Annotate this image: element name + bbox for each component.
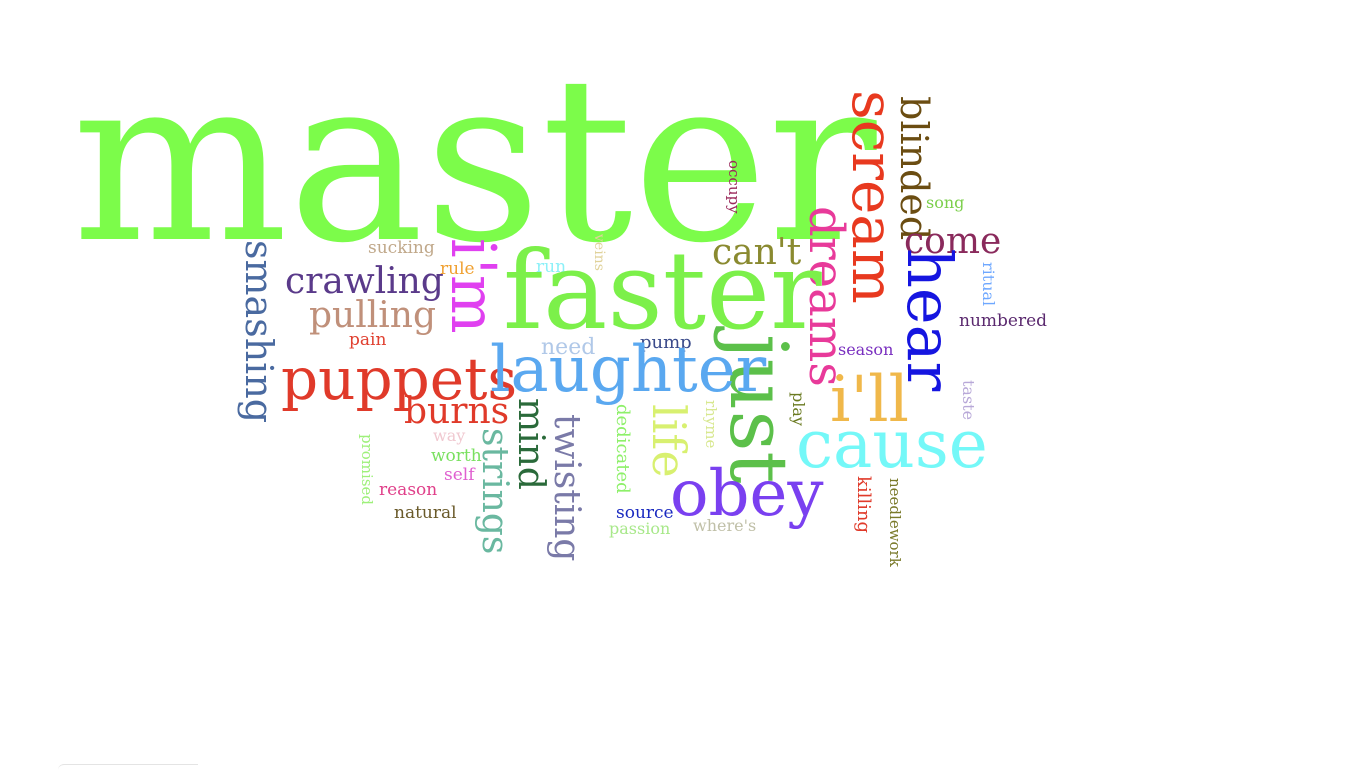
word-season[interactable]: season [838,340,894,359]
word-way[interactable]: way [433,426,466,445]
word-worth[interactable]: worth [431,446,482,466]
word-obey[interactable]: obey [670,457,824,531]
word-promised[interactable]: promised [358,434,376,506]
word-ill[interactable]: i'll [830,363,909,437]
word-self[interactable]: self [444,465,475,485]
word-come[interactable]: come [904,221,1002,262]
word-burns[interactable]: burns [404,391,510,432]
word-killing[interactable]: killing [853,476,874,534]
word-im[interactable]: i'm [437,238,510,334]
word-song[interactable]: song [926,193,965,212]
word-faster[interactable]: faster [503,229,822,354]
word-ritual[interactable]: ritual [979,262,998,307]
word-wheres[interactable]: where's [693,516,757,535]
word-rule[interactable]: rule [440,259,475,279]
word-twisting[interactable]: twisting [546,414,587,562]
word-needlework[interactable]: needlework [886,478,904,567]
word-mind[interactable]: mind [510,398,551,490]
word-numbered[interactable]: numbered [959,311,1048,331]
word-smashing[interactable]: smashing [237,240,281,424]
word-puppets[interactable]: puppets [281,345,518,413]
word-master[interactable]: master [72,27,877,293]
word-blinded[interactable]: blinded [892,96,936,241]
word-occupy[interactable]: occupy [725,160,743,214]
word-run[interactable]: run [536,257,567,277]
word-cause[interactable]: cause [796,406,988,483]
word-rhyme[interactable]: rhyme [702,400,720,449]
word-sucking[interactable]: sucking [368,238,435,258]
word-passion[interactable]: passion [609,519,671,538]
word-strings[interactable]: strings [474,428,515,555]
word-pulling[interactable]: pulling [309,295,437,336]
footer-edge [58,764,198,771]
word-pump[interactable]: pump [640,332,692,353]
word-crawling[interactable]: crawling [285,261,444,302]
word-pain[interactable]: pain [349,330,387,350]
word-reason[interactable]: reason [379,480,438,500]
word-source[interactable]: source [616,503,674,523]
word-dedicated[interactable]: dedicated [612,404,633,494]
word-laughter[interactable]: laughter [490,333,767,407]
word-need[interactable]: need [541,335,596,360]
word-natural[interactable]: natural [394,503,457,523]
word-cant[interactable]: can't [712,232,802,273]
